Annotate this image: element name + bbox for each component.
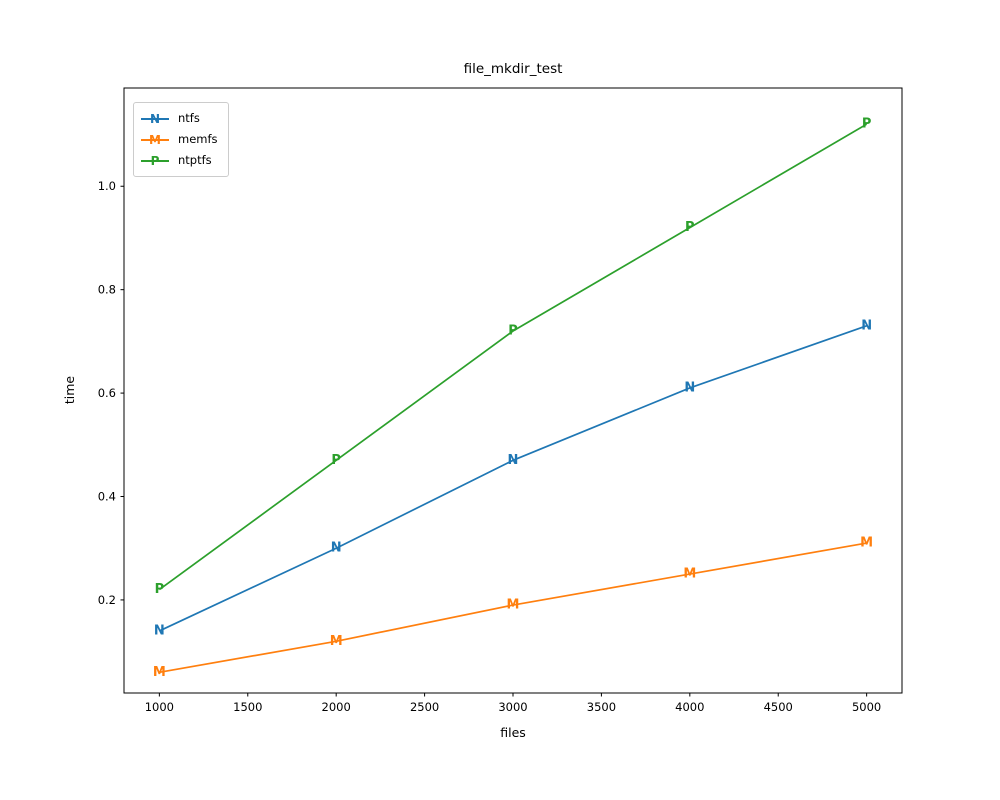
series-marker-ntptfs: P bbox=[508, 324, 518, 339]
x-tick-label: 4000 bbox=[675, 700, 704, 714]
legend-line-sample: M bbox=[141, 132, 169, 147]
series-marker-ntfs: N bbox=[861, 318, 872, 333]
legend-marker-letter: N bbox=[149, 111, 161, 126]
series-line-ntfs bbox=[159, 325, 867, 632]
x-axis-label: files bbox=[500, 725, 526, 740]
x-tick-label: 3000 bbox=[498, 700, 527, 714]
legend-marker-letter: M bbox=[149, 132, 161, 147]
chart-title: file_mkdir_test bbox=[463, 61, 563, 77]
y-tick-label: 1.0 bbox=[98, 179, 116, 193]
series-marker-ntfs: N bbox=[154, 623, 165, 638]
y-tick-label: 0.4 bbox=[98, 490, 116, 504]
x-tick-label: 4500 bbox=[764, 700, 793, 714]
x-tick-label: 1000 bbox=[145, 700, 174, 714]
x-tick-label: 5000 bbox=[852, 700, 881, 714]
series-marker-ntptfs: P bbox=[862, 117, 872, 132]
x-tick-label: 3500 bbox=[587, 700, 616, 714]
y-axis-label: time bbox=[61, 375, 77, 405]
series-marker-ntptfs: P bbox=[331, 453, 341, 468]
legend-label: memfs bbox=[178, 131, 218, 146]
x-tick-label: 2500 bbox=[410, 700, 439, 714]
series-marker-ntptfs: P bbox=[155, 582, 165, 597]
series-line-ntptfs bbox=[158, 123, 868, 591]
legend-line-sample: P bbox=[141, 153, 169, 168]
legend-line bbox=[141, 159, 169, 162]
series-line-memfs bbox=[159, 542, 867, 674]
series-marker-memfs: M bbox=[683, 567, 696, 582]
legend-label: ntptfs bbox=[178, 152, 212, 167]
y-tick-label: 0.8 bbox=[98, 283, 116, 297]
series-marker-memfs: M bbox=[507, 598, 520, 613]
series-marker-ntptfs: P bbox=[685, 220, 695, 235]
legend-line bbox=[141, 117, 169, 120]
series-marker-memfs: M bbox=[860, 536, 873, 551]
series-marker-ntfs: N bbox=[684, 380, 695, 395]
series-marker-memfs: M bbox=[153, 665, 166, 680]
series-marker-ntfs: N bbox=[331, 541, 342, 556]
y-tick-label: 0.6 bbox=[98, 386, 116, 400]
x-tick-label: 1500 bbox=[233, 700, 262, 714]
legend-label: ntfs bbox=[178, 110, 200, 125]
legend-line-sample: N bbox=[141, 111, 169, 126]
series-marker-ntfs: N bbox=[508, 453, 519, 468]
x-tick-label: 2000 bbox=[322, 700, 351, 714]
y-tick-label: 0.2 bbox=[98, 593, 116, 607]
legend-marker-letter: P bbox=[150, 153, 160, 168]
legend-line bbox=[141, 138, 169, 141]
series-marker-memfs: M bbox=[330, 634, 343, 649]
